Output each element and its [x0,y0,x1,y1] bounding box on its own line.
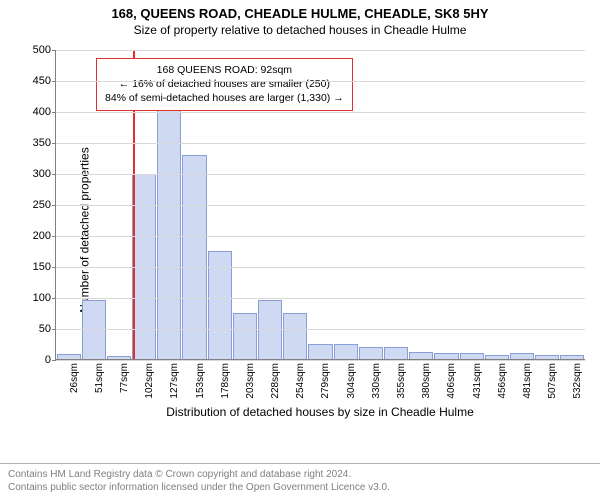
y-tick-mark [52,174,56,175]
footer-line-2: Contains public sector information licen… [8,481,592,494]
histogram-bar [510,353,534,359]
x-tick-label: 330sqm [371,363,382,399]
histogram-bar [233,313,257,359]
histogram-bar [384,347,408,359]
x-tick-label: 406sqm [446,363,457,399]
y-tick-mark [52,329,56,330]
x-tick-label: 153sqm [195,363,206,399]
gridline [56,205,585,206]
x-tick-label: 51sqm [94,363,105,393]
y-tick-mark [52,205,56,206]
gridline [56,298,585,299]
y-tick-mark [52,236,56,237]
gridline [56,81,585,82]
x-tick-label: 507sqm [547,363,558,399]
histogram-bar [434,353,458,359]
histogram-bar [107,356,131,359]
page-title: 168, QUEENS ROAD, CHEADLE HULME, CHEADLE… [0,0,600,21]
histogram-bar [157,93,181,359]
x-tick-label: 456sqm [497,363,508,399]
x-tick-label: 304sqm [346,363,357,399]
x-axis-label: Distribution of detached houses by size … [55,405,585,419]
x-tick-label: 254sqm [295,363,306,399]
histogram-bar [57,354,81,359]
gridline [56,236,585,237]
x-tick-label: 178sqm [220,363,231,399]
gridline [56,143,585,144]
plot-area: 26sqm51sqm77sqm102sqm127sqm153sqm178sqm2… [55,50,585,360]
histogram-bar [334,344,358,359]
y-tick-mark [52,360,56,361]
annotation-line: 84% of semi-detached houses are larger (… [105,91,344,105]
x-tick-label: 228sqm [270,363,281,399]
x-tick-label: 203sqm [245,363,256,399]
gridline [56,267,585,268]
x-tick-label: 127sqm [169,363,180,399]
histogram-bar [283,313,307,359]
x-tick-label: 26sqm [69,363,80,393]
annotation-box: 168 QUEENS ROAD: 92sqm← 16% of detached … [96,58,353,111]
x-tick-label: 279sqm [320,363,331,399]
gridline [56,360,585,361]
x-tick-label: 380sqm [421,363,432,399]
y-tick-mark [52,298,56,299]
x-tick-label: 532sqm [572,363,583,399]
page-subtitle: Size of property relative to detached ho… [0,21,600,37]
histogram-bar [409,352,433,359]
y-tick-mark [52,267,56,268]
gridline [56,112,585,113]
y-tick-mark [52,143,56,144]
histogram-chart: Number of detached properties 26sqm51sqm… [0,40,600,420]
annotation-line: 168 QUEENS ROAD: 92sqm [105,63,344,77]
x-tick-label: 481sqm [522,363,533,399]
y-tick-mark [52,112,56,113]
histogram-bar [359,347,383,359]
histogram-bar [460,353,484,359]
x-tick-label: 355sqm [396,363,407,399]
annotation-line: ← 16% of detached houses are smaller (25… [105,77,344,91]
histogram-bar [535,355,559,359]
histogram-bar [560,355,584,359]
footer-line-1: Contains HM Land Registry data © Crown c… [8,468,592,481]
x-tick-label: 102sqm [144,363,155,399]
x-tick-label: 431sqm [472,363,483,399]
y-tick-mark [52,50,56,51]
gridline [56,329,585,330]
footer-attribution: Contains HM Land Registry data © Crown c… [0,463,600,500]
gridline [56,50,585,51]
x-tick-label: 77sqm [119,363,130,393]
histogram-bar [308,344,332,359]
y-tick-mark [52,81,56,82]
histogram-bar [485,355,509,359]
gridline [56,174,585,175]
